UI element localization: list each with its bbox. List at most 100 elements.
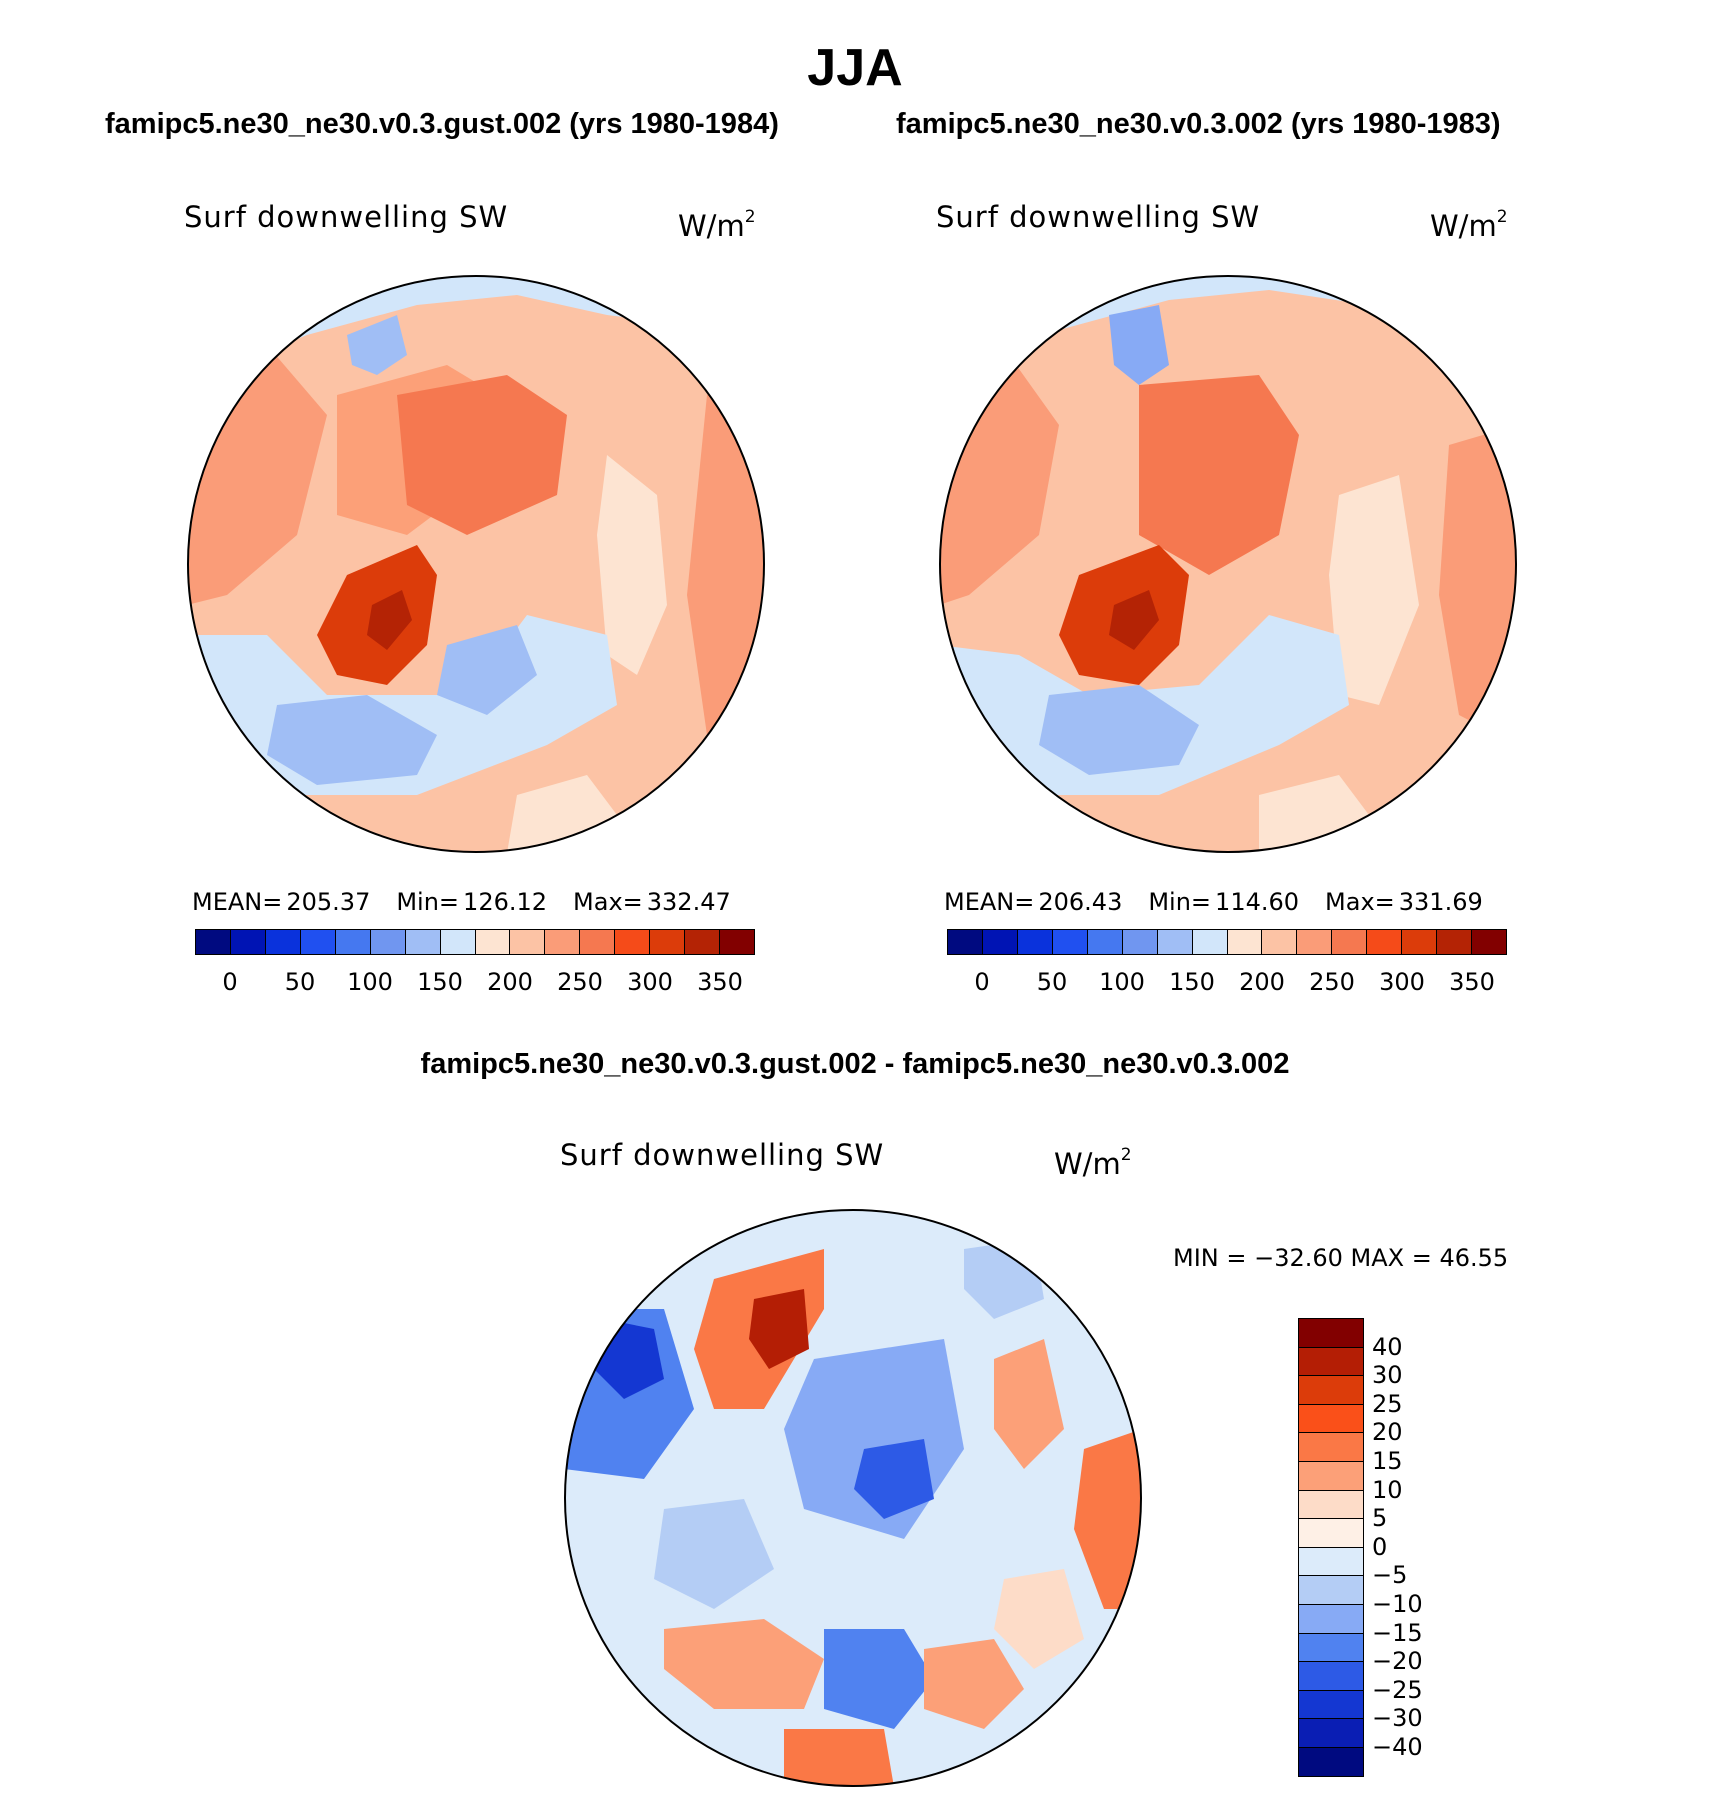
diff-map bbox=[564, 1209, 1142, 1787]
colorbar-tick-label: 30 bbox=[1372, 1361, 1403, 1390]
colorbar-tick-label: −30 bbox=[1372, 1704, 1423, 1733]
colorbar-tick-label: 10 bbox=[1372, 1475, 1403, 1504]
panel1-colorbar-ticks: 0 50 100 150 200 250 300 350 bbox=[195, 968, 755, 998]
colorbar-swatch bbox=[1299, 1433, 1363, 1462]
colorbar-swatch bbox=[1087, 930, 1123, 954]
panel2-colorbar bbox=[947, 929, 1507, 955]
panel1-case-title: famipc5.ne30_ne30.v0.3.gust.002 (yrs 198… bbox=[105, 108, 779, 140]
colorbar-swatch bbox=[1297, 930, 1333, 954]
colorbar-tick-label: 150 bbox=[1169, 968, 1215, 996]
colorbar-swatch bbox=[580, 930, 616, 954]
colorbar-swatch bbox=[1299, 1690, 1363, 1720]
colorbar-tick-label: 0 bbox=[974, 968, 990, 996]
colorbar-swatch bbox=[440, 930, 476, 954]
colorbar-swatch bbox=[1299, 1747, 1363, 1776]
colorbar-tick-label: 20 bbox=[1372, 1418, 1403, 1447]
colorbar-tick-label: −20 bbox=[1372, 1647, 1423, 1676]
panel2-map bbox=[939, 275, 1517, 853]
colorbar-tick-label: 250 bbox=[557, 968, 603, 996]
panel2-variable-label: Surf downwelling SW bbox=[936, 200, 1261, 234]
colorbar-tick-label: 25 bbox=[1372, 1389, 1403, 1418]
colorbar-swatch bbox=[948, 930, 983, 954]
panel2-colorbar-ticks: 0 50 100 150 200 250 300 350 bbox=[947, 968, 1507, 998]
colorbar-swatch bbox=[1332, 930, 1368, 954]
colorbar-swatch bbox=[1299, 1347, 1363, 1377]
page-title: JJA bbox=[807, 39, 903, 97]
colorbar-tick-label: 100 bbox=[1099, 968, 1145, 996]
colorbar-tick-label: 200 bbox=[487, 968, 533, 996]
colorbar-swatch bbox=[1299, 1490, 1363, 1520]
diff-case-title: famipc5.ne30_ne30.v0.3.gust.002 - famipc… bbox=[420, 1048, 1290, 1080]
colorbar-tick-label: 15 bbox=[1372, 1447, 1403, 1475]
panel1-stats: MEAN= 205.37 Min= 126.12 Max= 332.47 bbox=[192, 888, 731, 916]
colorbar-tick-label: 250 bbox=[1309, 968, 1355, 996]
colorbar-swatch bbox=[335, 930, 371, 954]
colorbar-swatch bbox=[1192, 930, 1228, 954]
colorbar-swatch bbox=[1299, 1719, 1363, 1748]
colorbar-tick-label: 100 bbox=[347, 968, 393, 996]
colorbar-swatch bbox=[230, 930, 266, 954]
colorbar-swatch bbox=[650, 930, 686, 954]
colorbar-tick-label: 40 bbox=[1372, 1332, 1403, 1361]
colorbar-swatch bbox=[1437, 930, 1473, 954]
colorbar-swatch bbox=[685, 930, 721, 954]
colorbar-tick-label: −10 bbox=[1372, 1590, 1423, 1618]
colorbar-tick-label: −15 bbox=[1372, 1618, 1423, 1647]
colorbar-swatch bbox=[370, 930, 406, 954]
colorbar-tick-label: 350 bbox=[697, 968, 743, 996]
colorbar-swatch bbox=[265, 930, 301, 954]
panel1-map bbox=[187, 275, 765, 853]
colorbar-swatch bbox=[196, 930, 231, 954]
diff-colorbar bbox=[1298, 1318, 1364, 1777]
colorbar-swatch bbox=[1299, 1604, 1363, 1634]
colorbar-swatch bbox=[1299, 1547, 1363, 1577]
panel2-stats: MEAN= 206.43 Min= 114.60 Max= 331.69 bbox=[944, 888, 1483, 916]
colorbar-tick-label: 300 bbox=[627, 968, 673, 996]
colorbar-tick-label: 50 bbox=[1036, 968, 1068, 996]
colorbar-swatch bbox=[1017, 930, 1053, 954]
colorbar-swatch bbox=[300, 930, 336, 954]
colorbar-tick-label: 50 bbox=[284, 968, 316, 996]
colorbar-swatch bbox=[1472, 930, 1506, 954]
colorbar-swatch bbox=[1402, 930, 1438, 954]
colorbar-tick-label: 0 bbox=[222, 968, 238, 996]
colorbar-swatch bbox=[1299, 1404, 1363, 1434]
diff-minmax: MIN = −32.60 MAX = 46.55 bbox=[1173, 1244, 1509, 1272]
panel2-units: W/m2 bbox=[1430, 207, 1508, 243]
colorbar-swatch bbox=[545, 930, 581, 954]
colorbar-swatch bbox=[405, 930, 441, 954]
colorbar-swatch bbox=[982, 930, 1018, 954]
colorbar-tick-label: 5 bbox=[1372, 1504, 1388, 1533]
colorbar-tick-label: −40 bbox=[1372, 1733, 1423, 1761]
panel1-colorbar bbox=[195, 929, 755, 955]
panel2-case-title: famipc5.ne30_ne30.v0.3.002 (yrs 1980-198… bbox=[896, 108, 1501, 140]
colorbar-swatch bbox=[1122, 930, 1158, 954]
colorbar-swatch bbox=[1299, 1576, 1363, 1605]
colorbar-tick-label: 200 bbox=[1239, 968, 1285, 996]
colorbar-tick-label: −25 bbox=[1372, 1675, 1423, 1704]
panel1-variable-label: Surf downwelling SW bbox=[184, 200, 509, 234]
diff-units: W/m2 bbox=[1054, 1145, 1132, 1181]
colorbar-tick-label: 150 bbox=[417, 968, 463, 996]
colorbar-swatch bbox=[1157, 930, 1193, 954]
colorbar-swatch bbox=[1299, 1319, 1363, 1348]
colorbar-swatch bbox=[1299, 1519, 1363, 1548]
colorbar-tick-label: 0 bbox=[1372, 1532, 1388, 1561]
panel1-units: W/m2 bbox=[678, 207, 756, 243]
colorbar-swatch bbox=[1299, 1662, 1363, 1691]
colorbar-tick-label: 350 bbox=[1449, 968, 1495, 996]
colorbar-tick-label: −5 bbox=[1372, 1561, 1408, 1590]
colorbar-tick-label: 300 bbox=[1379, 968, 1425, 996]
colorbar-swatch bbox=[1262, 930, 1298, 954]
diff-variable-label: Surf downwelling SW bbox=[560, 1138, 885, 1172]
colorbar-swatch bbox=[1299, 1376, 1363, 1405]
colorbar-swatch bbox=[1227, 930, 1263, 954]
colorbar-swatch bbox=[1052, 930, 1088, 954]
colorbar-swatch bbox=[510, 930, 546, 954]
colorbar-swatch bbox=[720, 930, 754, 954]
colorbar-swatch bbox=[1367, 930, 1403, 954]
colorbar-swatch bbox=[1299, 1461, 1363, 1491]
diff-colorbar-ticks: 40 30 25 20 15 10 5 0 −5 −10 −15 −20 −25 −30 −40 bbox=[1372, 1318, 1472, 1778]
colorbar-swatch bbox=[1299, 1633, 1363, 1663]
colorbar-swatch bbox=[475, 930, 511, 954]
